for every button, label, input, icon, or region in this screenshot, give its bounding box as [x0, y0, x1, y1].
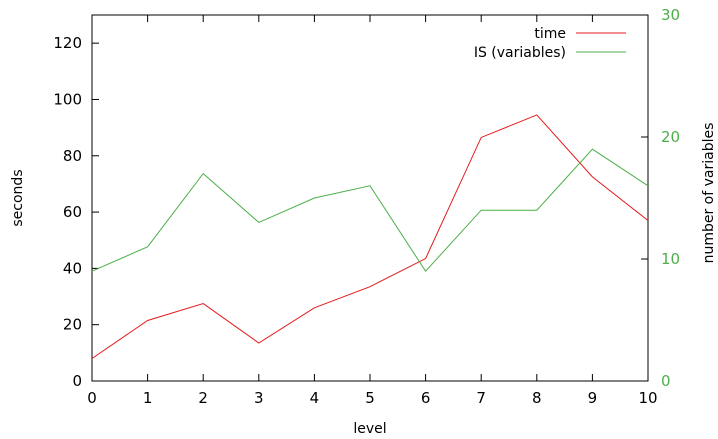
y2-tick-label: 30	[661, 6, 680, 24]
x-tick-label: 8	[532, 389, 542, 407]
y2-tick-label: 10	[661, 250, 680, 268]
x-tick-label: 3	[254, 389, 264, 407]
x-tick-label: 5	[365, 389, 375, 407]
x-tick-label: 10	[638, 389, 657, 407]
y2-axis-title: number of variables	[701, 123, 717, 264]
series-lines	[91, 114, 649, 359]
x-tick-label: 2	[198, 389, 208, 407]
x-tick-label: 7	[476, 389, 486, 407]
x-tick-label: 1	[143, 389, 153, 407]
y-tick-labels: 0 20 40 60 80 100 120	[53, 34, 82, 390]
y-tick-label: 20	[63, 316, 82, 334]
y-axis-title: seconds	[10, 169, 26, 226]
y-tick-label: 0	[72, 372, 82, 390]
y-tick-label: 40	[63, 259, 82, 277]
y-tick-label: 100	[53, 90, 82, 108]
y2-tick-label: 0	[661, 372, 671, 390]
x-tick-labels: 0 1 2 3 4 5 6 7 8 9 10	[87, 389, 657, 407]
legend-label-is-variables: IS (variables)	[474, 45, 566, 61]
x-tick-label: 4	[310, 389, 320, 407]
y2-tick-labels: 0 10 20 30	[661, 6, 680, 390]
y-tick-label: 120	[53, 34, 82, 52]
plot-frame	[91, 14, 649, 382]
legend: time IS (variables)	[474, 26, 626, 61]
y2-tick-label: 20	[661, 128, 680, 146]
legend-label-time: time	[534, 26, 566, 42]
x-axis-title: level	[353, 421, 386, 437]
series-line-time	[91, 114, 649, 359]
series-line-is-variables	[91, 148, 649, 273]
y-tick-label: 80	[63, 147, 82, 165]
y-tick-label: 60	[63, 203, 82, 221]
tick-marks	[91, 14, 649, 382]
x-tick-label: 6	[421, 389, 431, 407]
x-tick-label: 0	[87, 389, 97, 407]
x-tick-label: 9	[588, 389, 598, 407]
